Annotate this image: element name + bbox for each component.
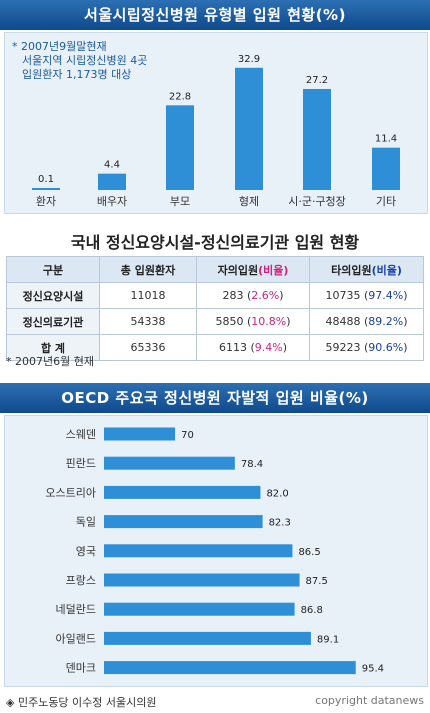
table-row: 합 계 65336 6113 (9.4%) 59223 (90.6%): [6, 334, 424, 361]
bar-value-label: 82.3: [269, 518, 291, 529]
bar: [303, 88, 331, 190]
copyright: copyright datanews: [315, 694, 424, 707]
header-other-label: 타의입원: [331, 263, 372, 277]
category-label: 환자: [36, 195, 56, 208]
cell-self-pct: 2.6%: [251, 289, 280, 302]
section1-banner: 서울시립정신병원 유형별 입원 현황(%): [0, 0, 430, 30]
header-total: 총 입원환자: [99, 256, 197, 283]
category-label: 시·군·구청장: [288, 195, 346, 208]
cell-self-value: 283: [222, 289, 244, 302]
category-label: 독일: [76, 515, 96, 529]
chart1-panel: [4, 32, 428, 214]
cell-self: 5850 (10.8%): [196, 308, 310, 335]
admission-table: 구분 총 입원환자 자의입원(비율) 타의입원(비율) 정신요양시설 11018…: [6, 256, 424, 361]
chart1-svg: 0.1 환자 4.4 배우자 22.8 부모 32.9 형제 27.2 시·군·구청장 11.4 기타: [32, 54, 400, 208]
section3-title: OECD 주요국 정신병원 자발적 입원 비율(%): [61, 389, 369, 407]
table-note: * 2007년6월 현재: [6, 355, 94, 368]
row-label: 정신요양시설: [6, 282, 100, 309]
bar-value-label: 86.8: [301, 605, 323, 616]
bar-value-label: 78.4: [241, 459, 263, 470]
chart1-note-2: 서울지역 시립정신병원 4곳: [22, 54, 148, 67]
cell-self-pct: 10.8%: [251, 315, 287, 328]
category-label: 기타: [376, 195, 396, 208]
bar-value-label: 32.9: [238, 54, 260, 65]
cell-other: 59223 (90.6%): [309, 334, 424, 361]
cell-other-value: 48488: [325, 315, 361, 328]
footer: ◈ 민주노동당 이수정 서울시의원 copyright datanews: [0, 688, 430, 713]
chart2-svg: 스웨덴 70 핀란드 78.4 오스트리아 82.0 독일 82.3 영국 86.5 프랑스 87.5…: [45, 427, 384, 675]
bar-value-label: 22.8: [169, 91, 191, 102]
header-self: 자의입원(비율): [196, 256, 310, 283]
category-label: 네덜란드: [56, 603, 96, 616]
bar: [104, 515, 263, 529]
bar: [98, 173, 126, 190]
cell-self: 6113 (9.4%): [196, 334, 310, 361]
table-row: 정신요양시설 11018 283 (2.6%) 10735 (97.4%): [6, 282, 424, 309]
cell-other: 10735 (97.4%): [309, 282, 424, 309]
header-other: 타의입원(비율): [309, 256, 424, 283]
category-label: 배우자: [97, 195, 127, 208]
cell-total: 11018: [99, 282, 197, 309]
chart1-notes: * 2007년9월말현재 서울지역 시립정신병원 4곳 입원환자 1,173명 …: [12, 40, 147, 82]
bar: [104, 456, 235, 470]
cell-other-pct: 89.2%: [368, 315, 404, 328]
chart1-note-1: * 2007년9월말현재: [12, 40, 107, 53]
bar: [104, 661, 356, 675]
cell-self: 283 (2.6%): [196, 282, 310, 309]
cell-other: 48488 (89.2%): [309, 308, 424, 335]
section1-title: 서울시립정신병원 유형별 입원 현황(%): [84, 6, 346, 24]
chart1-note-3: 입원환자 1,173명 대상: [22, 68, 132, 81]
bar: [104, 544, 293, 558]
bar-value-label: 70: [181, 430, 194, 441]
cell-other-pct: 97.4%: [368, 289, 404, 302]
cell-other-pct: 90.6%: [368, 341, 404, 354]
bar-value-label: 4.4: [104, 160, 120, 171]
header-self-ratio: (비율): [258, 263, 289, 277]
cell-self-pct: 9.4%: [254, 341, 283, 354]
bar-value-label: 11.4: [375, 134, 397, 145]
section2-title: 국내 정신요양시설-정신의료기관 입원 현황: [70, 233, 360, 252]
category-label: 프랑스: [66, 574, 96, 587]
bar: [372, 147, 400, 190]
table-row: 정신의료기관 54338 5850 (10.8%) 48488 (89.2%): [6, 308, 424, 335]
header-self-label: 자의입원: [217, 263, 259, 277]
cell-self-value: 5850: [215, 315, 244, 328]
bar: [235, 67, 263, 190]
bar: [166, 105, 194, 190]
header-other-ratio: (비율): [371, 263, 402, 277]
table-header-row: 구분 총 입원환자 자의입원(비율) 타의입원(비율): [6, 256, 424, 283]
category-label: 스웨덴: [66, 428, 96, 441]
category-label: 핀란드: [66, 457, 96, 470]
bar: [104, 573, 300, 587]
category-label: 영국: [76, 545, 96, 558]
category-label: 부모: [170, 195, 190, 208]
bar-value-label: 82.0: [266, 488, 288, 499]
bar-value-label: 86.5: [298, 547, 320, 558]
bar: [104, 631, 311, 645]
bar-value-label: 89.1: [317, 634, 339, 645]
header-category: 구분: [6, 256, 100, 283]
category-label: 형제: [239, 195, 259, 208]
row-label: 정신의료기관: [6, 308, 100, 335]
cell-total: 65336: [99, 334, 197, 361]
cell-other-value: 10735: [325, 289, 361, 302]
bar: [104, 485, 261, 499]
bar: [104, 602, 295, 616]
section3-banner: OECD 주요국 정신병원 자발적 입원 비율(%): [0, 383, 430, 413]
bar: [32, 188, 60, 190]
bar-value-label: 27.2: [306, 75, 328, 86]
source-credit: ◈ 민주노동당 이수정 서울시의원: [6, 696, 157, 709]
category-label: 오스트리아: [45, 486, 96, 499]
cell-self-value: 6113: [218, 341, 247, 354]
bar-value-label: 0.1: [38, 174, 54, 185]
bar-value-label: 95.4: [362, 664, 384, 675]
cell-other-value: 59223: [325, 341, 361, 354]
category-label: 아일랜드: [56, 631, 96, 645]
category-label: 덴마크: [66, 662, 96, 675]
bar-value-label: 87.5: [306, 576, 328, 587]
bar: [104, 427, 176, 441]
